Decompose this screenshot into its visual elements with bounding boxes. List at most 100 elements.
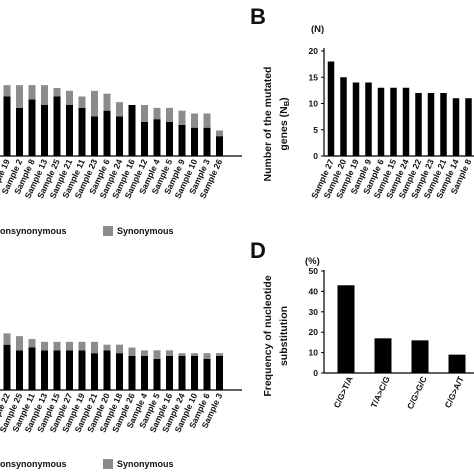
panel-c-bar-nonsynonymous bbox=[153, 358, 161, 390]
panel-b-y-tick-label: 5 bbox=[313, 125, 318, 135]
panel-d-category-label: C/G>T/A bbox=[331, 375, 354, 410]
panel-d-y-tick-label: 20 bbox=[309, 327, 319, 337]
panel-c-bar-nonsynonymous bbox=[103, 350, 111, 390]
panel-a-bar-nonsynonymous bbox=[3, 96, 11, 156]
panel-a-bar-synonymous bbox=[41, 85, 48, 105]
panel-a-bar-synonymous bbox=[166, 107, 173, 122]
panel-c-bar-nonsynonymous bbox=[66, 350, 73, 390]
panel-a-bar-synonymous bbox=[216, 130, 223, 137]
panel-a-bar-synonymous bbox=[53, 88, 61, 97]
panel-b-bar bbox=[365, 82, 372, 156]
panel-c-bar-nonsynonymous bbox=[3, 344, 11, 390]
panel-c-bar-nonsynonymous bbox=[41, 350, 48, 390]
panel-d-unit: (%) bbox=[305, 256, 320, 267]
panel-d-bar bbox=[448, 354, 466, 373]
panel-d-bar bbox=[337, 285, 355, 373]
panel-c-bar-synonymous bbox=[166, 350, 173, 356]
panel-b-ylabel-line1: Number of the mutated bbox=[262, 67, 274, 182]
panel-c-bar-synonymous bbox=[66, 341, 73, 351]
panel-b-bar bbox=[327, 61, 335, 156]
panel-c-bar-nonsynonymous bbox=[141, 356, 148, 390]
panel-d-y-tick-label: 30 bbox=[309, 307, 319, 317]
panel-a-bar-synonymous bbox=[141, 105, 148, 122]
panel-b: B (N) Number of the mutated genes (NB) 0… bbox=[250, 4, 474, 200]
panel-a-bar-nonsynonymous bbox=[116, 116, 123, 156]
panel-b-y-tick-label: 15 bbox=[309, 72, 319, 82]
panel-b-bar bbox=[390, 87, 397, 156]
panel-b-unit: (N) bbox=[311, 24, 324, 35]
panel-a-legend-label-2: Synonymous bbox=[117, 226, 174, 236]
panel-a-legend: onsynonymous Synonymous bbox=[0, 226, 174, 236]
panel-d-category-label: C/G>A/T bbox=[442, 374, 466, 410]
panel-d-ylabel-line2: substitution bbox=[278, 306, 290, 366]
panel-d-bar bbox=[411, 340, 429, 373]
panel-c-bar-synonymous bbox=[53, 341, 61, 351]
panel-a-bar-synonymous bbox=[28, 85, 36, 100]
panel-a-bar-nonsynonymous bbox=[191, 127, 198, 156]
panel-a-bar-synonymous bbox=[103, 93, 111, 111]
panel-c-bar-synonymous bbox=[116, 344, 123, 354]
panel-c-bar-synonymous bbox=[153, 350, 161, 359]
panel-b-y-tick-label: 0 bbox=[313, 151, 318, 161]
panel-a-bar-synonymous bbox=[66, 90, 73, 105]
panel-c-legend-swatch-synonymous bbox=[103, 459, 113, 469]
panel-c-bar-nonsynonymous bbox=[16, 350, 23, 390]
panel-d-ylabel-line1: Frequency of nucleotide bbox=[262, 275, 274, 397]
panel-b-ylabel-suffix: ) bbox=[278, 97, 290, 101]
panel-b-bar bbox=[440, 93, 447, 156]
panel-d-category-label: C/G>G/C bbox=[405, 375, 429, 411]
panel-c-bar-synonymous bbox=[191, 353, 198, 356]
panel-a-bar-nonsynonymous bbox=[28, 99, 36, 156]
panel-c-legend: onsynonymous Synonymous bbox=[0, 459, 174, 469]
panel-c-bar-synonymous bbox=[91, 341, 98, 354]
panel-d-y-tick-label: 50 bbox=[309, 266, 319, 276]
panel-a-bar-nonsynonymous bbox=[53, 96, 61, 156]
panel-c-bar-nonsynonymous bbox=[178, 356, 186, 390]
panel-c-bar-synonymous bbox=[216, 353, 223, 356]
panel-c-legend-label-2: Synonymous bbox=[117, 459, 174, 469]
panel-c-bar-synonymous bbox=[41, 341, 48, 351]
panel-a-bar-nonsynonymous bbox=[91, 116, 98, 156]
panel-b-bar bbox=[377, 87, 385, 156]
panel-a-bar-synonymous bbox=[16, 85, 23, 108]
panel-b-bar bbox=[352, 82, 360, 156]
panel-b-bar bbox=[465, 98, 472, 156]
panel-d-bar bbox=[374, 338, 392, 373]
panel-c-bar-nonsynonymous bbox=[166, 356, 173, 390]
panel-c-bar-synonymous bbox=[78, 341, 86, 351]
panel-b-ylabel-line2: genes (NB) bbox=[278, 97, 291, 150]
panel-a-bar-synonymous bbox=[91, 90, 98, 117]
panel-c-bar-nonsynonymous bbox=[91, 353, 98, 390]
panel-c-bar-synonymous bbox=[128, 347, 136, 356]
panel-a-bar-nonsynonymous bbox=[16, 107, 23, 156]
panel-c-bar-synonymous bbox=[141, 350, 148, 356]
panel-a-bar-synonymous bbox=[153, 107, 161, 120]
panel-d-y-tick-label: 40 bbox=[309, 286, 319, 296]
panel-a-bar-nonsynonymous bbox=[203, 127, 211, 156]
panel-a-bar-nonsynonymous bbox=[178, 124, 186, 156]
panel-a-bar-synonymous bbox=[203, 113, 211, 128]
panel-c-bar-nonsynonymous bbox=[216, 356, 223, 390]
panel-a-legend-swatch-synonymous bbox=[103, 226, 113, 236]
panel-d-category-label: T/A>C/G bbox=[368, 374, 391, 409]
panel-d-y-tick-label: 10 bbox=[309, 348, 319, 358]
panel-c-bar-nonsynonymous bbox=[203, 358, 211, 390]
panel-b-bar bbox=[415, 93, 422, 156]
panel-b-bar bbox=[340, 77, 347, 156]
panel-c-bar-synonymous bbox=[203, 353, 211, 359]
panel-b-y-tick-label: 20 bbox=[309, 46, 319, 56]
panel-a-bar-synonymous bbox=[116, 102, 123, 117]
panel-a-bar-nonsynonymous bbox=[141, 122, 148, 156]
panel-a-bar-nonsynonymous bbox=[153, 119, 161, 156]
panel-a-bar-nonsynonymous bbox=[128, 105, 136, 156]
panel-c-bar-nonsynonymous bbox=[78, 350, 86, 390]
panel-c-bar-nonsynonymous bbox=[53, 350, 61, 390]
panel-a-bar-synonymous bbox=[178, 110, 186, 125]
panel-c-bar-nonsynonymous bbox=[116, 353, 123, 390]
panel-d: D (%) Frequency of nucleotide substituti… bbox=[250, 238, 474, 411]
panel-a-bar-nonsynonymous bbox=[166, 122, 173, 156]
panel-c-bar-nonsynonymous bbox=[128, 356, 136, 390]
